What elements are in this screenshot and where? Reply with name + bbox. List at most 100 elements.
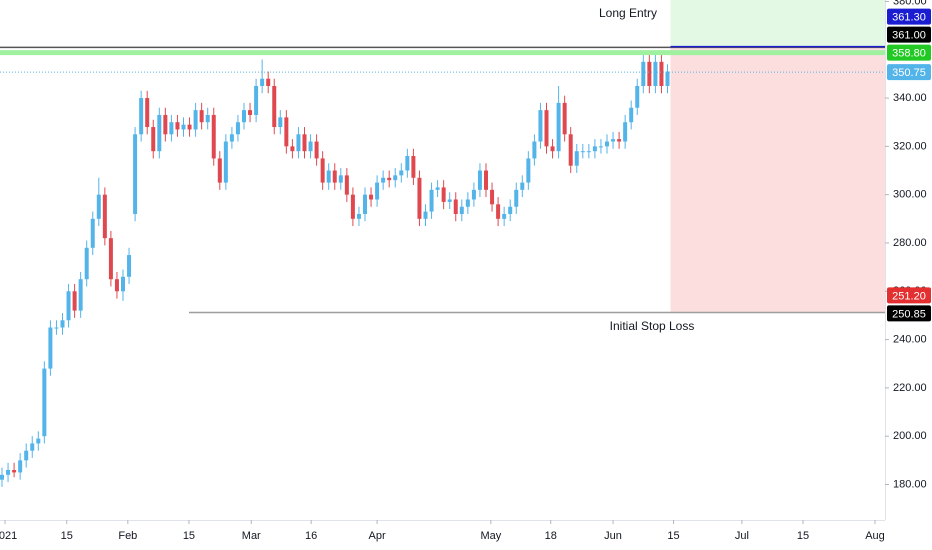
candle-body	[260, 78, 265, 86]
candle-body	[393, 175, 398, 181]
candle-body	[508, 206, 513, 214]
price-tag-label: 251.20	[892, 290, 926, 302]
candle-body	[272, 85, 277, 128]
candle-body	[175, 122, 180, 130]
y-tick-label: 200.00	[893, 430, 927, 442]
candle-body	[453, 199, 458, 214]
candle-body	[665, 71, 670, 86]
candle-body	[399, 170, 404, 176]
candle-body	[490, 189, 495, 205]
candle-body	[211, 114, 216, 159]
y-tick-label: 240.00	[893, 333, 927, 345]
candle-body	[199, 110, 204, 123]
candle-body	[520, 182, 525, 190]
x-tick-label: May	[480, 530, 501, 542]
x-tick-label: 15	[797, 530, 809, 542]
candle-body	[435, 187, 440, 190]
price-tag-box	[887, 44, 931, 61]
candle-body	[550, 146, 555, 152]
price-tag: 361.30	[887, 8, 931, 25]
price-tag: 250.85	[887, 305, 931, 322]
target-zone	[670, 0, 885, 48]
candle-body	[562, 102, 567, 135]
x-tick-label: 16	[305, 530, 317, 542]
candle-body	[580, 151, 585, 153]
candle-body	[623, 122, 628, 142]
price-tag-label: 350.75	[892, 67, 926, 79]
candle-body	[296, 134, 301, 152]
candle-body	[362, 194, 367, 214]
candle-body	[659, 61, 664, 86]
candle-body	[417, 177, 422, 219]
candle-body	[235, 122, 240, 135]
candle-body	[592, 146, 597, 152]
candle-body	[248, 110, 253, 115]
candle-body	[423, 211, 428, 219]
candle-body	[556, 102, 561, 152]
candle-body	[266, 78, 271, 86]
candle-body	[120, 276, 125, 292]
y-tick-label: 340.00	[893, 92, 927, 104]
price-tag-box	[887, 64, 931, 81]
candle-body	[254, 85, 259, 115]
candle-body	[605, 141, 610, 147]
candle-body	[229, 134, 234, 142]
candle-body	[145, 98, 150, 128]
candle-body	[66, 291, 71, 321]
x-tick-label: Mar	[242, 530, 261, 542]
candle-body	[169, 122, 174, 135]
candle-body	[314, 141, 319, 159]
candle-body	[586, 151, 591, 153]
candle-body	[6, 470, 11, 475]
candle-body	[205, 114, 210, 123]
candle-body	[241, 110, 246, 123]
candle-body	[108, 238, 113, 280]
stop-zone	[670, 47, 885, 313]
candle-body	[381, 177, 386, 183]
candle-body	[356, 213, 361, 219]
candle-body	[538, 110, 543, 142]
price-tag-label: 361.00	[892, 30, 926, 42]
price-tag-label: 250.85	[892, 308, 926, 320]
x-tick-label: Apr	[369, 530, 386, 542]
candle-body	[598, 146, 603, 148]
candle-body	[441, 187, 446, 202]
x-tick-label: 2021	[0, 530, 17, 542]
candle-body	[78, 279, 83, 311]
candle-body	[12, 470, 17, 473]
candle-body	[526, 158, 531, 183]
candle-body	[72, 291, 77, 311]
candle-body	[411, 156, 416, 178]
price-tag: 361.00	[887, 26, 931, 43]
candle-body	[290, 146, 295, 152]
price-tag-box	[887, 26, 931, 43]
candle-body	[514, 189, 519, 207]
candle-body	[574, 151, 579, 166]
candle-body	[459, 206, 464, 214]
candle-body	[429, 189, 434, 212]
candle-body	[338, 175, 343, 183]
y-tick-label: 220.00	[893, 382, 927, 394]
candle-body	[133, 134, 138, 214]
candle-body	[477, 170, 482, 190]
candle-body	[193, 110, 198, 130]
candle-body	[60, 320, 65, 328]
candle-body	[496, 204, 501, 219]
candle-body	[278, 117, 283, 128]
candle-body	[36, 438, 41, 444]
candle-body	[568, 134, 573, 166]
candle-body	[18, 460, 23, 473]
candle-body	[151, 127, 156, 152]
candle-body	[375, 182, 380, 200]
candle-body	[350, 194, 355, 219]
y-tick-label: 380.00	[893, 0, 927, 7]
y-tick-label: 180.00	[893, 478, 927, 490]
price-tag-label: 358.80	[892, 48, 926, 60]
candle-body	[139, 98, 144, 135]
candle-body	[326, 170, 331, 183]
candle-body	[617, 139, 622, 142]
price-tag-label: 361.30	[892, 12, 926, 24]
candle-body	[635, 85, 640, 108]
candle-body	[163, 114, 168, 135]
